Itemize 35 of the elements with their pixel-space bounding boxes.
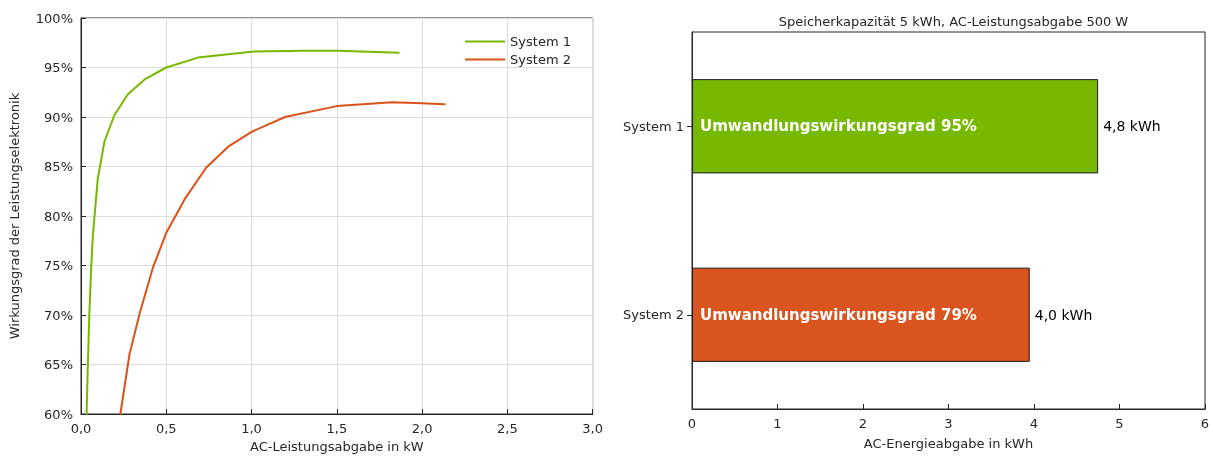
x-tick-label: 5: [1115, 416, 1124, 431]
annotation: Umwandlungswirkungsgrad 79%: [700, 305, 977, 324]
y-tick-label: 80%: [44, 208, 73, 224]
x-tick-label: 0,0: [70, 421, 92, 436]
x-tick-label: 1,5: [326, 421, 348, 436]
y-tick-label: 95%: [44, 60, 73, 75]
chart-title: Speicherkapazität 5 kWh, AC-Leistungsabgabe 500 W: [778, 14, 1129, 29]
x-axis-title: AC-Energieabgabe in kWh: [863, 436, 1034, 451]
y-tick-label: 85%: [44, 159, 73, 174]
x-tick-label: 4: [1029, 416, 1039, 431]
y-tick-label: 70%: [44, 307, 73, 323]
annotation: Umwandlungswirkungsgrad 95%: [700, 117, 977, 136]
y-tick-label: 100%: [35, 10, 73, 26]
x-tick-label: 2: [858, 416, 868, 431]
x-tick-label: 1,0: [241, 421, 262, 436]
x-tick-label: 3: [944, 416, 953, 431]
data-label: 4,0 kWh: [1034, 306, 1093, 323]
x-tick-label: 6: [1200, 416, 1210, 431]
y-tick-label: 75%: [44, 258, 73, 273]
legend-label: System 2: [510, 52, 572, 67]
x-tick-label: 2,0: [411, 421, 433, 436]
legend-label: System 1: [510, 34, 572, 49]
data-label: 4,8 kWh: [1103, 118, 1161, 135]
x-tick-label: 0: [687, 416, 697, 431]
y-tick-label: 90%: [44, 109, 73, 125]
x-axis-title: AC-Leistungsabgabe in kW: [250, 438, 424, 454]
x-tick-label: 2,5: [497, 421, 518, 436]
x-tick-label: 3,0: [582, 421, 604, 436]
y-axis-title: Wirkungsgrad der Leistungselektronik: [7, 92, 22, 340]
line-series: [85, 49, 400, 415]
y-tick-label: 60%: [44, 406, 73, 422]
x-tick-label: 0,5: [155, 421, 177, 436]
line-series: [119, 101, 446, 415]
y-tick-label: 65%: [44, 357, 73, 372]
x-tick-label: 1: [773, 416, 782, 431]
